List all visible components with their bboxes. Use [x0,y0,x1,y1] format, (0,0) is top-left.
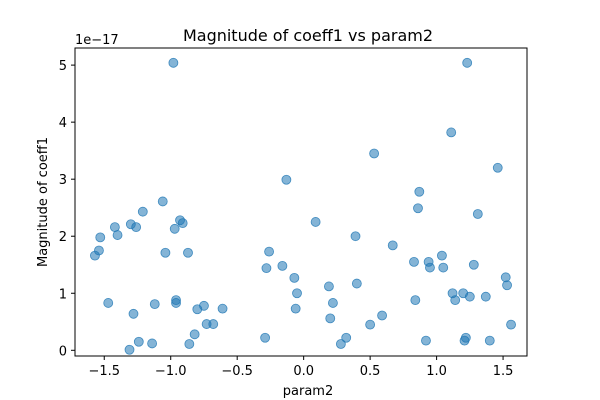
points-layer [90,57,516,355]
x-tick-label: −1.5 [88,364,120,379]
data-point [409,256,419,267]
data-point [506,319,516,330]
data-point [281,174,292,185]
data-point [484,335,495,346]
data-point [369,148,380,159]
data-point [351,278,362,289]
data-point [410,295,421,306]
y-tick-label: 0 [59,344,67,359]
x-axis-label: param2 [283,384,333,399]
data-point [95,232,106,243]
chart-title: Magnitude of coeff1 vs param2 [183,26,433,45]
data-point [112,230,123,240]
data-point [472,209,483,219]
data-point [292,288,302,299]
data-point [500,272,511,283]
data-point [260,332,271,343]
data-point [310,217,321,227]
data-point [261,263,272,274]
data-point [468,259,479,270]
data-point [450,295,461,306]
data-point [350,231,361,242]
data-point [94,245,104,256]
data-point [341,332,352,343]
data-point [421,335,431,346]
data-point [446,127,457,138]
plot-area-frame [74,47,528,357]
data-point [131,222,142,233]
y-axis-label: Magnitude of coeff1 [36,137,51,267]
y-axis-offset-label: 1e−17 [75,33,119,48]
data-point [184,339,195,349]
data-point [169,223,180,234]
x-tick-label: −1.0 [155,364,187,379]
data-point [277,260,288,271]
data-point [208,319,219,329]
data-point [480,291,491,302]
y-tick-label: 4 [59,116,67,131]
data-point [290,303,301,314]
data-point [377,310,387,321]
data-point [189,329,200,340]
x-tick-label: 0.0 [293,364,314,379]
y-tick-label: 2 [59,230,67,245]
data-point [335,339,346,349]
data-point [217,303,228,314]
data-point [492,162,503,173]
data-point [413,203,423,214]
y-tick-label: 5 [59,59,67,74]
ticks-layer: −1.5 −1.0 −0.5 0.0 0.5 1.0 1.5 0 1 2 3 4 5 [59,59,514,379]
data-point [460,332,471,343]
data-point [425,262,435,273]
data-point [137,206,148,217]
data-point [183,247,193,258]
x-tick-label: 1.5 [493,364,514,379]
data-point [289,272,300,283]
data-point [147,338,158,349]
data-point [462,57,473,68]
data-point [168,57,179,68]
data-point [387,240,398,251]
data-point [325,313,336,324]
data-point [438,262,449,273]
y-tick-label: 3 [59,173,67,188]
data-point [502,280,512,291]
data-point [414,186,425,197]
x-tick-label: 1.0 [426,364,447,379]
data-point [171,298,181,308]
data-point [103,298,114,308]
data-point [124,344,135,355]
x-tick-label: −0.5 [221,364,253,379]
data-point [437,250,447,261]
data-point [157,196,168,207]
x-tick-label: 0.5 [360,364,381,379]
y-tick-label: 1 [59,287,67,302]
data-point [160,247,171,258]
data-point [199,300,209,311]
data-point [133,336,144,347]
data-point [328,298,338,308]
data-point [264,246,274,257]
data-point [128,308,139,319]
data-point [177,218,188,229]
data-point [149,299,160,310]
data-point [324,281,334,292]
data-point [464,291,475,302]
data-point [365,319,376,330]
